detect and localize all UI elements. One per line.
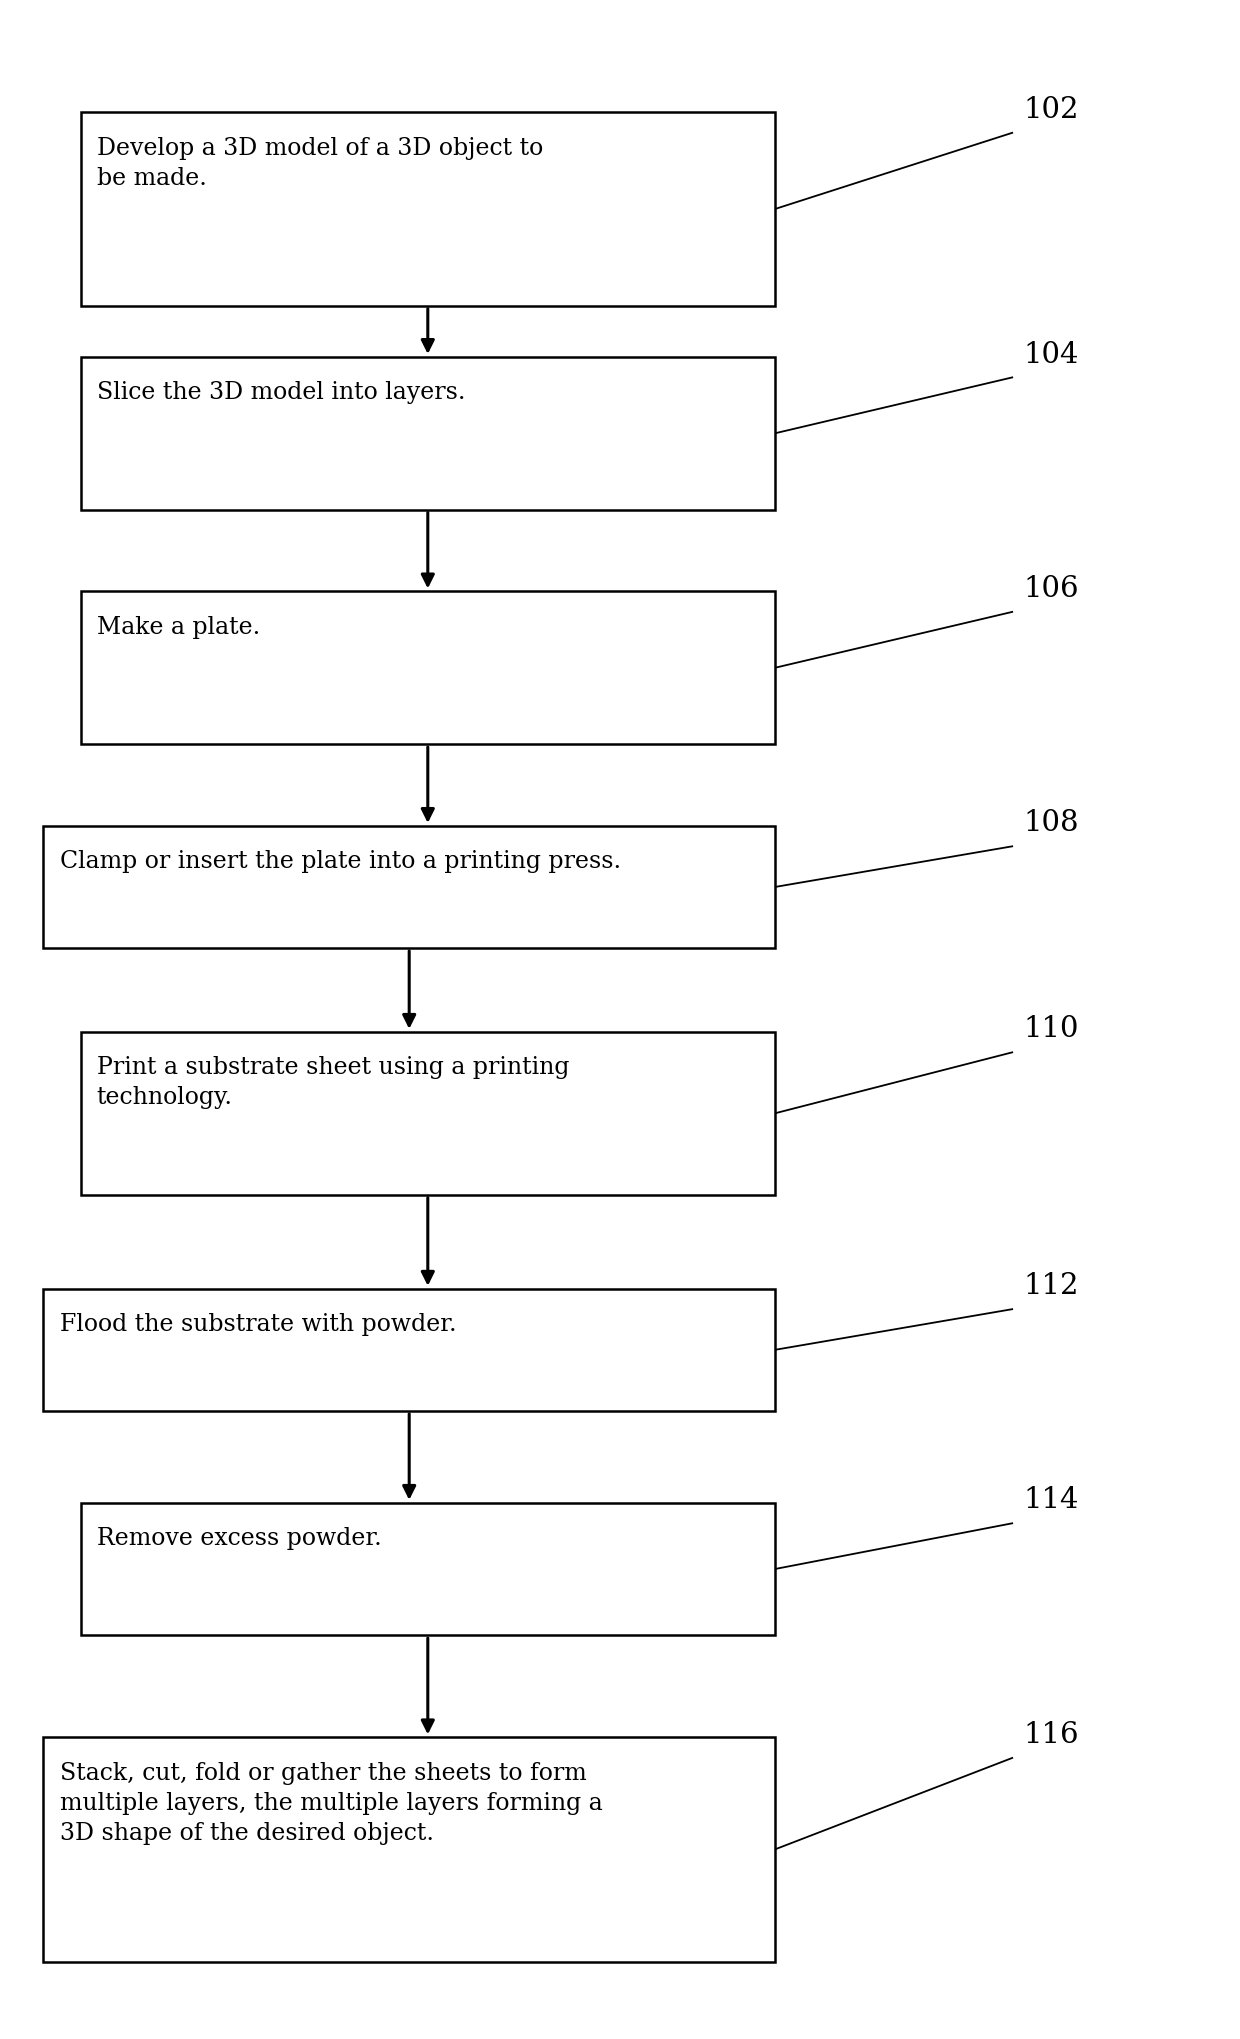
Bar <box>81 357 775 510</box>
Text: 102: 102 <box>1023 96 1079 124</box>
Text: Clamp or insert the plate into a printing press.: Clamp or insert the plate into a printin… <box>60 850 621 873</box>
Text: 116: 116 <box>1023 1721 1079 1749</box>
Text: 114: 114 <box>1023 1486 1079 1515</box>
Text: Slice the 3D model into layers.: Slice the 3D model into layers. <box>97 381 465 404</box>
Text: 112: 112 <box>1023 1272 1079 1301</box>
Text: Develop a 3D model of a 3D object to
be made.: Develop a 3D model of a 3D object to be … <box>97 137 543 190</box>
Text: 104: 104 <box>1023 341 1079 369</box>
Bar <box>43 1289 775 1411</box>
Bar <box>81 112 775 306</box>
Text: Flood the substrate with powder.: Flood the substrate with powder. <box>60 1313 456 1336</box>
Text: Remove excess powder.: Remove excess powder. <box>97 1527 382 1550</box>
Text: 110: 110 <box>1023 1015 1079 1044</box>
Text: Stack, cut, fold or gather the sheets to form
multiple layers, the multiple laye: Stack, cut, fold or gather the sheets to… <box>60 1762 603 1845</box>
Bar <box>81 591 775 744</box>
Bar <box>81 1503 775 1635</box>
Text: Print a substrate sheet using a printing
technology.: Print a substrate sheet using a printing… <box>97 1056 569 1109</box>
Bar <box>43 1737 775 1962</box>
Text: Make a plate.: Make a plate. <box>97 616 260 638</box>
Text: 108: 108 <box>1023 809 1079 838</box>
Bar <box>81 1032 775 1195</box>
Text: 106: 106 <box>1023 575 1079 604</box>
Bar <box>43 826 775 948</box>
